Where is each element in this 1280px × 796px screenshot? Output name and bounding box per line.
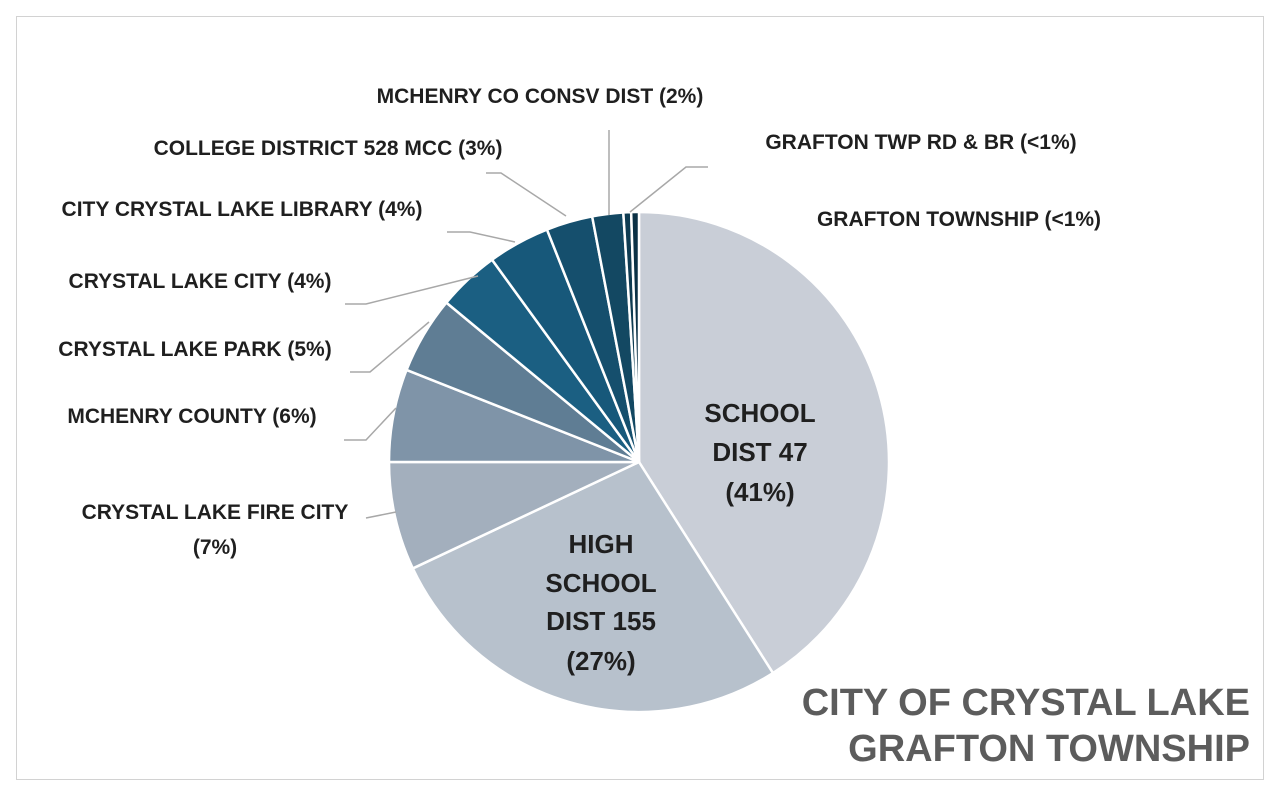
- slice-label-college-district-528-mcc: COLLEGE DISTRICT 528 MCC (3%): [154, 137, 503, 160]
- slice-label-crystal-lake-fire-city-line-2: (7%): [193, 536, 237, 559]
- slice-label-crystal-lake-fire-city-line-1: CRYSTAL LAKE FIRE CITY: [82, 501, 349, 524]
- slice-label-crystal-lake-park: CRYSTAL LAKE PARK (5%): [58, 338, 331, 361]
- leader-line-crystal-lake-park: [350, 321, 430, 373]
- chart-title-line-1: CITY OF CRYSTAL LAKE: [801, 682, 1250, 724]
- slice-label-high-school-dist-155-line-1: HIGH: [569, 529, 634, 559]
- pie-slice-crystal-lake-fire-city: [387, 460, 641, 570]
- slice-label-high-school-dist-155-line-2: SCHOOL: [545, 568, 656, 598]
- chart-title-line-2: GRAFTON TOWNSHIP: [848, 728, 1250, 770]
- slice-label-mchenry-county: MCHENRY COUNTY (6%): [67, 405, 316, 428]
- leader-line-crystal-lake-city: [345, 275, 479, 305]
- leader-line-city-crystal-lake-library: [447, 231, 516, 243]
- leader-line-crystal-lake-fire-city: [365, 511, 397, 519]
- pie-slice-high-school-dist-155: [411, 460, 775, 714]
- slice-label-crystal-lake-city: CRYSTAL LAKE CITY (4%): [69, 270, 332, 293]
- pie-slice-school-dist-47: [637, 210, 891, 675]
- leader-line-mchenry-county: [344, 407, 397, 441]
- slice-label-city-crystal-lake-library: CITY CRYSTAL LAKE LIBRARY (4%): [62, 198, 423, 221]
- leader-line-college-district-528-mcc: [486, 172, 567, 217]
- pie-slice-grafton-township: [629, 210, 641, 464]
- slice-label-school-dist-47-line-3: (41%): [725, 477, 794, 507]
- slice-label-grafton-township: GRAFTON TOWNSHIP (<1%): [817, 208, 1101, 231]
- slice-label-high-school-dist-155-line-4: (27%): [566, 646, 635, 676]
- slice-label-grafton-twp-rd-br: GRAFTON TWP RD & BR (<1%): [765, 131, 1076, 154]
- leader-line-grafton-twp-rd-br: [629, 166, 708, 213]
- slice-label-mchenry-co-consv-dist: MCHENRY CO CONSV DIST (2%): [377, 85, 704, 108]
- slice-label-school-dist-47-line-1: SCHOOL: [704, 398, 815, 428]
- chart-title: CITY OF CRYSTAL LAKE GRAFTON TOWNSHIP: [802, 680, 1250, 772]
- slice-label-high-school-dist-155-line-3: DIST 155: [546, 606, 656, 636]
- slice-label-school-dist-47-line-2: DIST 47: [712, 437, 807, 467]
